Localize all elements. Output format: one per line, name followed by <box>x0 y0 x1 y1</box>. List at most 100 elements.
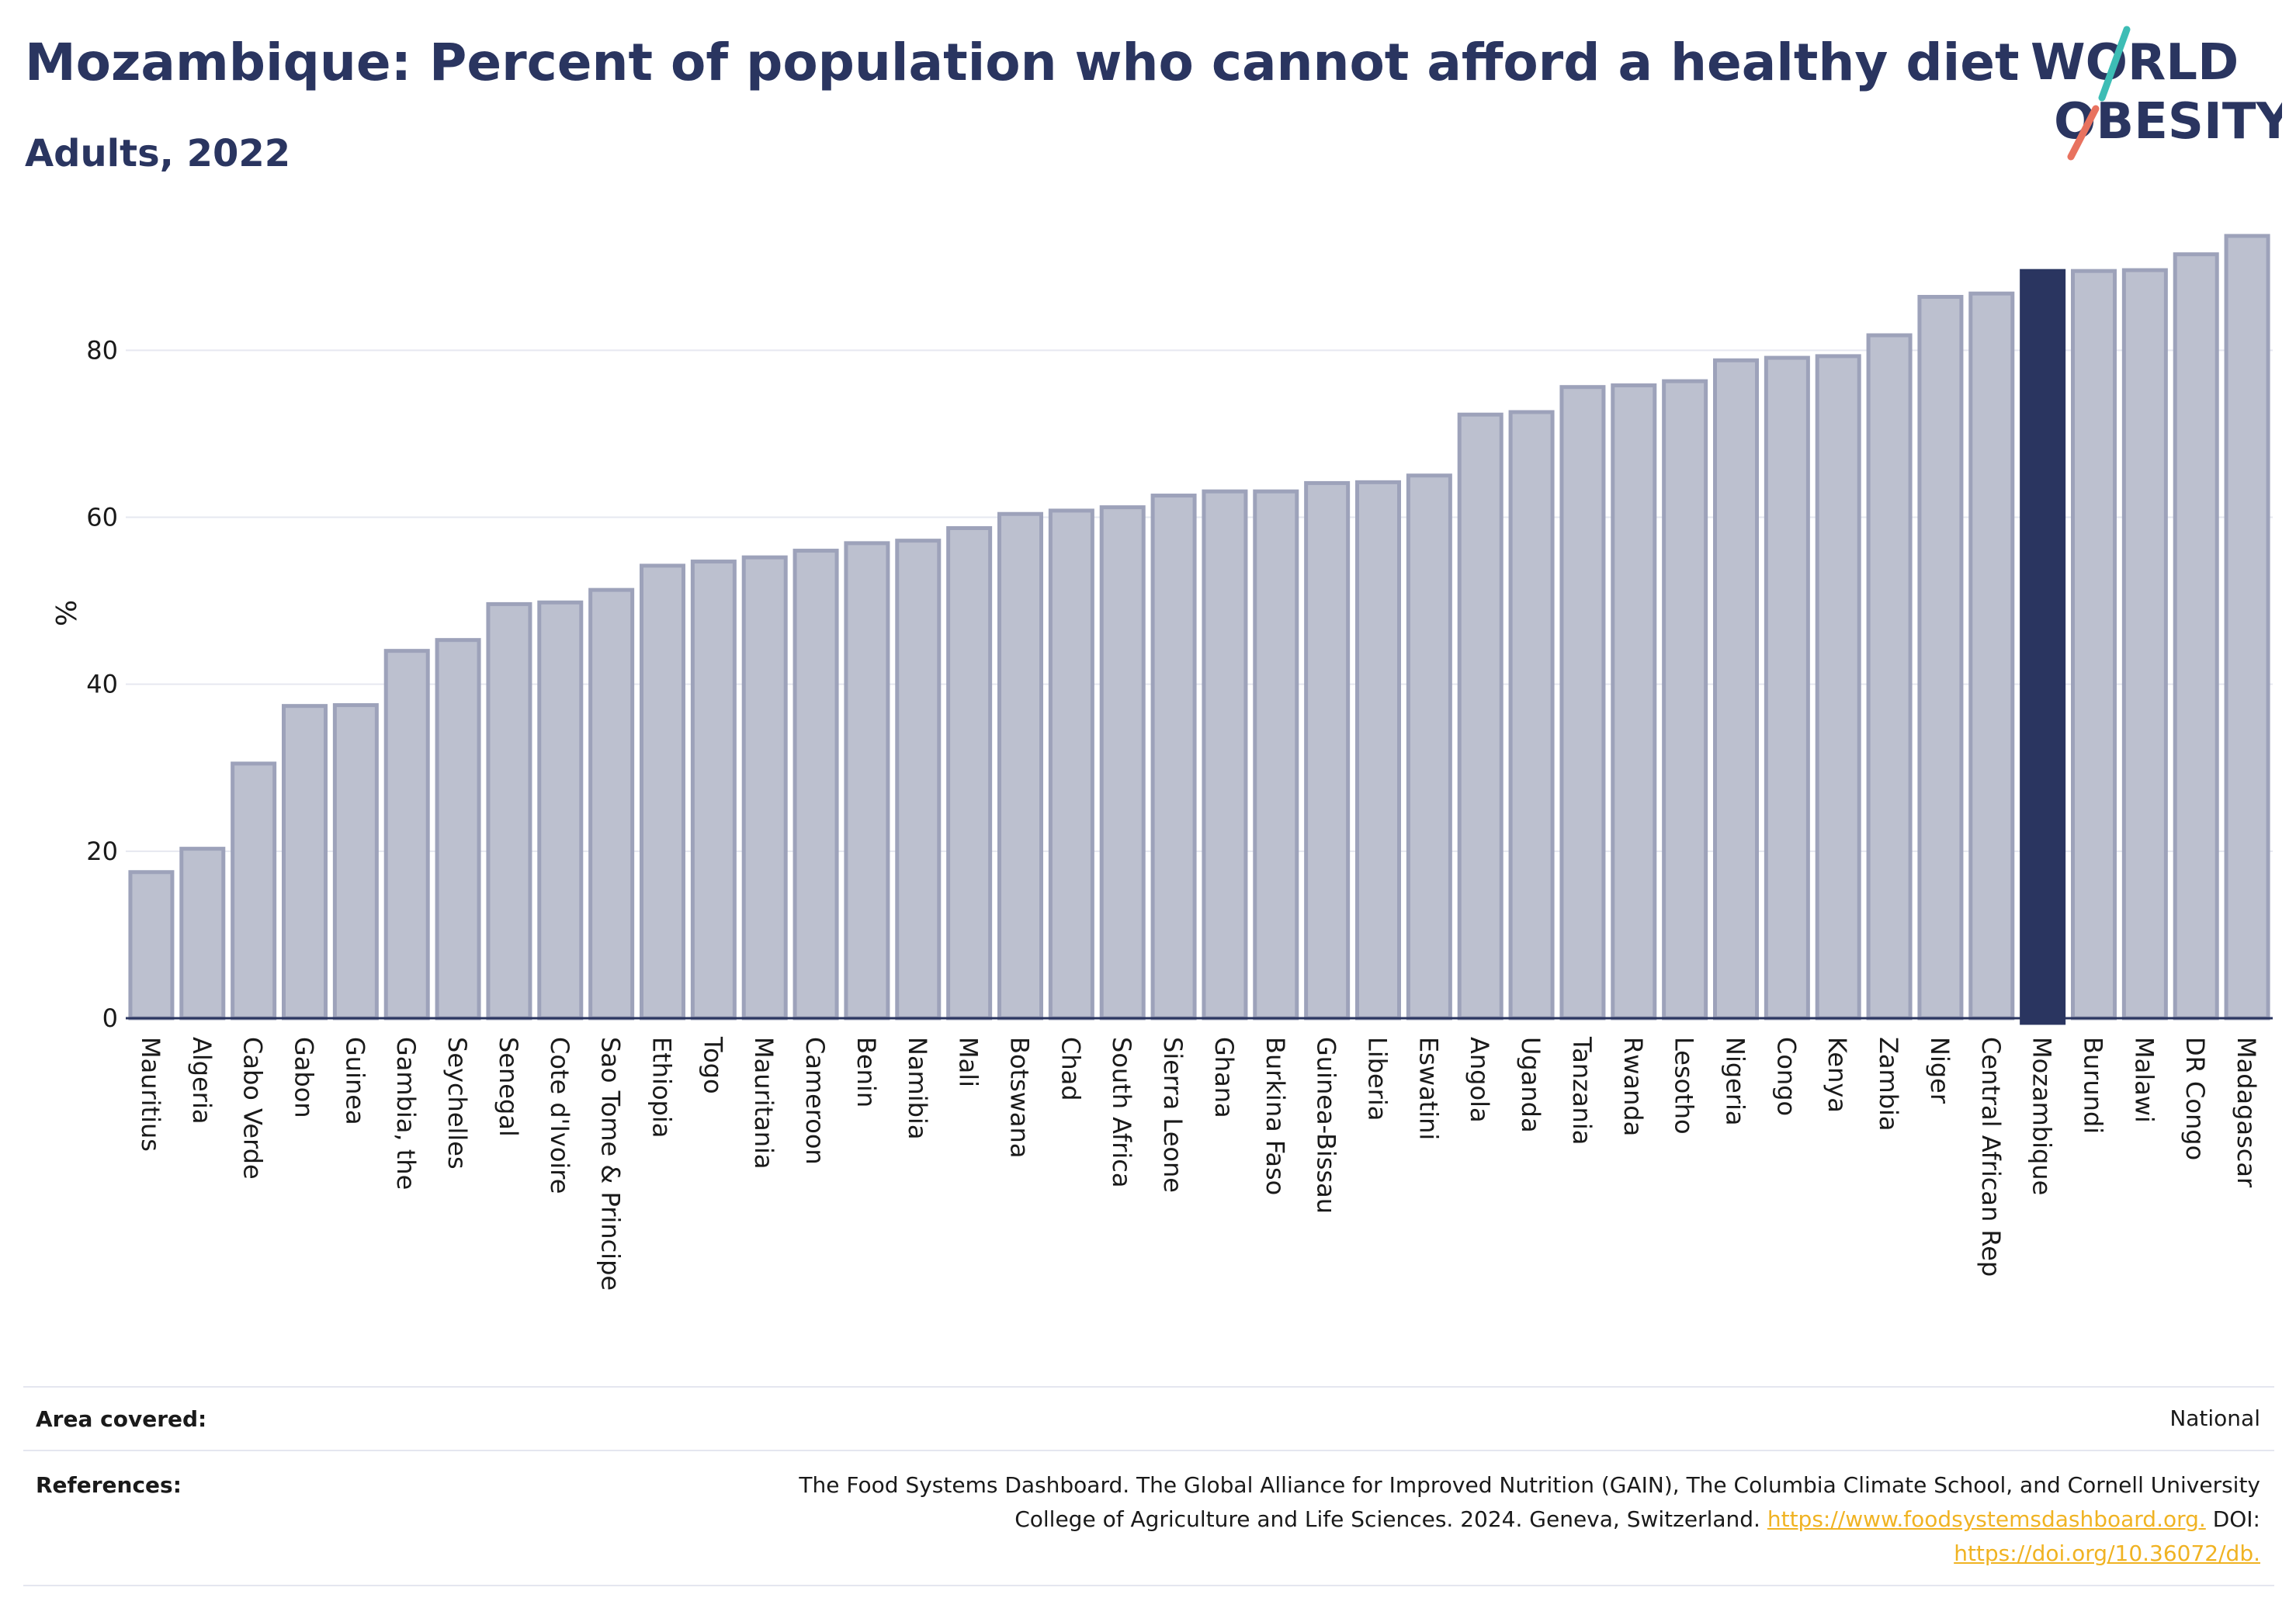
bar-togo <box>690 560 737 1021</box>
reference-line-1: The Food Systems Dashboard. The Global A… <box>799 1472 2260 1498</box>
x-label-ghana: Ghana <box>1209 1037 1239 1118</box>
x-label-burundi: Burundi <box>2079 1037 2108 1134</box>
bar-ethiopia <box>639 563 686 1021</box>
bar-tanzania <box>1559 385 1606 1021</box>
x-label-madagascar: Madagascar <box>2232 1037 2261 1188</box>
bar-burkina-faso <box>1253 489 1299 1021</box>
chart-title: Mozambique: Percent of population who ca… <box>25 33 2020 92</box>
x-label-central-african-rep: Central African Rep <box>1976 1037 2006 1277</box>
x-label-mauritius: Mauritius <box>136 1037 165 1152</box>
bar-algeria <box>179 847 226 1021</box>
reference-line-2-text: College of Agriculture and Life Sciences… <box>1014 1506 1760 1532</box>
bar-sierra-leone <box>1150 494 1197 1021</box>
bar-senegal <box>486 601 532 1021</box>
bar-gambia-the <box>383 649 430 1021</box>
x-label-kenya: Kenya <box>1823 1037 1852 1113</box>
bar-niger <box>1917 295 1964 1021</box>
bar-cote-d-ivoire <box>537 600 584 1021</box>
x-label-niger: Niger <box>1925 1037 1954 1104</box>
x-label-cabo-verde: Cabo Verde <box>238 1037 268 1180</box>
bar-cabo-verde <box>231 761 277 1021</box>
x-label-mozambique: Mozambique <box>2027 1037 2057 1195</box>
x-label-zambia: Zambia <box>1874 1037 1903 1132</box>
bar-lesotho <box>1662 379 1708 1021</box>
x-label-senegal: Senegal <box>494 1037 523 1137</box>
bar-liberia <box>1354 480 1402 1021</box>
x-label-sierra-leone: Sierra Leone <box>1158 1037 1188 1193</box>
x-label-ethiopia: Ethiopia <box>647 1037 677 1138</box>
area-covered-label: Area covered: <box>36 1405 207 1432</box>
world-obesity-logo: WORLD OBESITY <box>2031 26 2282 161</box>
x-label-togo: Togo <box>698 1036 727 1094</box>
x-label-malawi: Malawi <box>2129 1037 2159 1123</box>
x-label-algeria: Algeria <box>187 1037 217 1124</box>
bar-namibia <box>895 539 942 1021</box>
bar-burundi <box>2070 269 2117 1021</box>
bar-eswatini <box>1406 473 1452 1021</box>
bar-botswana <box>997 511 1044 1021</box>
bar-seychelles <box>435 638 481 1021</box>
x-label-burkina-faso: Burkina Faso <box>1261 1037 1290 1195</box>
x-label-uganda: Uganda <box>1516 1037 1545 1133</box>
x-label-liberia: Liberia <box>1363 1037 1393 1121</box>
bar-congo <box>1764 355 1810 1021</box>
bar-angola <box>1457 412 1503 1021</box>
bars-layer <box>128 234 2270 1025</box>
axis-layer: 0 20 40 60 80 <box>86 335 2273 1033</box>
doi-label: DOI: <box>2212 1506 2260 1532</box>
bar-cameroon <box>793 549 839 1021</box>
y-tick-label-60: 60 <box>86 503 118 532</box>
bar-ghana <box>1202 489 1248 1021</box>
y-axis-title: % <box>49 600 81 626</box>
x-label-rwanda: Rwanda <box>1618 1037 1648 1136</box>
x-label-mauritania: Mauritania <box>749 1037 779 1169</box>
x-label-benin: Benin <box>851 1037 881 1107</box>
x-label-chad: Chad <box>1056 1037 1085 1101</box>
bar-mauritania <box>741 555 788 1021</box>
reference-line-3: https://doi.org/10.36072/db. <box>799 1537 2260 1571</box>
doi-link[interactable]: https://doi.org/10.36072/db. <box>1954 1541 2260 1566</box>
bar-mali <box>946 526 993 1021</box>
x-label-dr-congo: DR Congo <box>2180 1037 2210 1160</box>
y-tick-label-0: 0 <box>102 1003 118 1033</box>
references-text: The Food Systems Dashboard. The Global A… <box>799 1468 2274 1571</box>
x-label-gambia-the: Gambia, the <box>391 1037 421 1190</box>
bar-guinea <box>332 703 379 1021</box>
bar-chart: 0 20 40 60 80 Mauritius Algeria Cabo Verde Gabo… <box>49 234 2273 1291</box>
bar-uganda <box>1508 410 1555 1021</box>
logo-teal-slash <box>2098 26 2131 102</box>
x-label-mali: Mali <box>954 1037 983 1087</box>
y-tick-label-80: 80 <box>86 335 118 365</box>
x-label-seychelles: Seychelles <box>442 1037 472 1170</box>
x-label-lesotho: Lesotho <box>1670 1037 1699 1135</box>
x-label-congo: Congo <box>1771 1037 1801 1116</box>
x-label-gabon: Gabon <box>290 1037 319 1118</box>
x-label-guinea-bissau: Guinea-Bissau <box>1312 1037 1341 1214</box>
bar-rwanda <box>1611 383 1657 1021</box>
food-systems-dashboard-link[interactable]: https://www.foodsystemsdashboard.org. <box>1767 1506 2206 1532</box>
y-tick-label-40: 40 <box>86 670 118 699</box>
references-label: References: <box>36 1472 182 1498</box>
area-covered-row: Area covered: National <box>23 1386 2274 1450</box>
bar-benin <box>844 541 890 1021</box>
chart-footer: Area covered: National References: The F… <box>23 1386 2274 1586</box>
chart-subtitle: Adults, 2022 <box>25 132 291 175</box>
bar-mauritius <box>128 870 175 1021</box>
bar-sao-tome-principe <box>588 587 635 1021</box>
x-label-botswana: Botswana <box>1005 1037 1035 1158</box>
bar-guinea-bissau <box>1304 480 1351 1021</box>
bar-madagascar <box>2224 234 2270 1021</box>
x-label-sao-tome-principe: Sao Tome & Principe <box>596 1037 626 1291</box>
bar-mozambique <box>2020 269 2066 1025</box>
bar-nigeria <box>1712 358 1760 1021</box>
bar-zambia <box>1866 333 1913 1021</box>
bar-central-african-rep <box>1968 291 2015 1021</box>
x-label-nigeria: Nigeria <box>1721 1037 1750 1125</box>
bar-gabon <box>281 704 328 1021</box>
x-label-angola: Angola <box>1465 1037 1494 1123</box>
x-label-tanzania: Tanzania <box>1567 1036 1597 1145</box>
x-label-namibia: Namibia <box>903 1037 932 1139</box>
category-labels: Mauritius Algeria Cabo Verde Gabon Guinea Gam… <box>136 1036 2261 1291</box>
x-label-eswatini: Eswatini <box>1413 1037 1443 1140</box>
grid-layer <box>126 349 2273 852</box>
